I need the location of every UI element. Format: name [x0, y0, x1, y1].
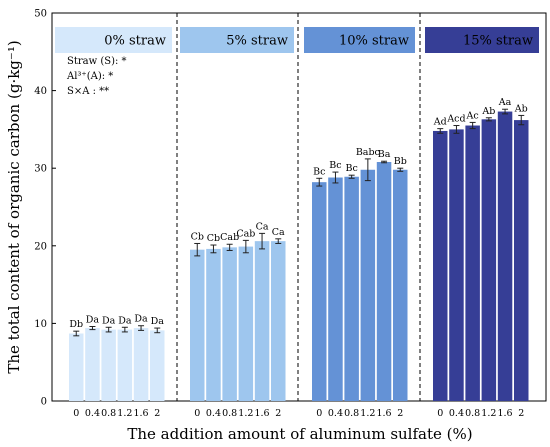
data-label-s2-c3: Babc — [356, 147, 380, 158]
x-tick-label-s0-c3: 1.2 — [117, 408, 132, 419]
data-label-s0-c3: Da — [118, 315, 132, 326]
data-label-s2-c4: Ba — [378, 149, 391, 160]
legend-label-2: 10% straw — [339, 34, 409, 49]
y-tick-label-40: 40 — [34, 86, 47, 97]
data-label-s0-c0: Db — [69, 319, 83, 330]
bar-s1-c5 — [271, 241, 286, 401]
x-tick-label-s1-c4: 1.6 — [254, 408, 269, 419]
data-label-s0-c4: Da — [134, 314, 148, 325]
bar-s2-c2 — [344, 176, 359, 401]
bar-s2-c0 — [312, 182, 327, 401]
legend-swatch-2 — [304, 27, 415, 53]
y-tick-label-50: 50 — [34, 9, 47, 20]
bar-s3-c2 — [465, 125, 480, 402]
data-label-s3-c2: Ac — [466, 110, 479, 121]
x-tick-label-s3-c0: 0 — [437, 408, 443, 419]
data-label-s2-c1: Bc — [329, 160, 341, 171]
x-tick-label-s0-c5: 2 — [154, 408, 160, 419]
x-tick-label-s0-c0: 0 — [73, 408, 79, 419]
bar-s1-c3 — [238, 246, 254, 401]
x-tick-label-s0-c4: 1.6 — [133, 408, 148, 419]
bar-s3-c3 — [481, 119, 497, 401]
x-tick-label-s2-c5: 2 — [397, 408, 403, 419]
x-tick-label-s0-c1: 0.4 — [85, 408, 100, 419]
x-tick-label-s1-c5: 2 — [275, 408, 281, 419]
y-tick-label-30: 30 — [34, 164, 47, 175]
bar-s0-c0 — [69, 333, 84, 401]
bar-s2-c4 — [376, 161, 392, 401]
data-label-s1-c5: Ca — [272, 227, 285, 238]
bar-s1-c0 — [190, 249, 205, 401]
x-tick-label-s2-c3: 1.2 — [360, 408, 375, 419]
x-axis-title: The addition amount of aluminum sulfate … — [127, 425, 472, 443]
data-label-s1-c0: Cb — [191, 231, 204, 242]
plot-frame — [51, 12, 547, 402]
data-label-s3-c1: Acd — [446, 114, 465, 125]
data-label-s0-c1: Da — [86, 315, 100, 326]
data-label-s2-c2: Bc — [345, 163, 357, 174]
stats-block: Straw (S): * Al³⁺(A): * S×A : ** — [66, 56, 127, 97]
bar-s2-c3 — [360, 169, 376, 401]
bar-s3-c5 — [514, 120, 529, 401]
data-label-s0-c2: Da — [102, 315, 116, 326]
legend-swatch-1 — [180, 27, 294, 53]
y-axis-title: The total content of organic carbon (g·k… — [5, 40, 23, 373]
bar-s0-c3 — [117, 329, 133, 401]
data-label-s1-c3: Cab — [236, 228, 255, 239]
x-tick-label-s2-c0: 0 — [316, 408, 322, 419]
data-label-s1-c4: Ca — [256, 221, 269, 232]
legend-label-3: 15% straw — [463, 34, 533, 49]
data-label-s0-c5: Da — [151, 316, 165, 327]
stat-line-straw: Straw (S): * — [67, 56, 127, 67]
data-label-s3-c5: Ab — [514, 103, 528, 114]
legend-label-0: 0% straw — [104, 34, 166, 49]
x-tick-label-s2-c2: 0.8 — [344, 408, 359, 419]
bar-s1-c1 — [206, 248, 221, 401]
stat-line-interaction: S×A : ** — [67, 86, 109, 97]
y-tick-label-0: 0 — [41, 397, 47, 408]
x-tick-label-s3-c5: 2 — [518, 408, 524, 419]
stat-line-al: Al³⁺(A): * — [66, 71, 113, 82]
bar-s3-c4 — [497, 111, 513, 401]
y-tick-label-20: 20 — [34, 241, 47, 252]
x-tick-label-s3-c3: 1.2 — [481, 408, 496, 419]
x-tick-label-s0-c2: 0.8 — [101, 408, 116, 419]
bar-s0-c5 — [150, 330, 165, 401]
data-label-s2-c5: Bb — [394, 156, 407, 167]
bar-s3-c1 — [449, 129, 464, 401]
legend-label-1: 5% straw — [226, 34, 288, 49]
x-tick-label-s1-c2: 0.8 — [222, 408, 237, 419]
bar-s1-c4 — [254, 241, 270, 401]
data-label-s2-c0: Bc — [313, 166, 325, 177]
data-label-s1-c1: Cb — [207, 233, 220, 244]
data-label-s3-c3: Ab — [481, 106, 495, 117]
bar-s0-c2 — [101, 329, 116, 401]
data-label-s1-c2: Cab — [220, 232, 239, 243]
bar-s2-c1 — [328, 177, 343, 401]
legend-swatch-3 — [425, 27, 539, 53]
data-label-s3-c0: Ad — [433, 117, 447, 128]
x-tick-label-s3-c2: 0.8 — [465, 408, 480, 419]
x-tick-label-s3-c4: 1.6 — [497, 408, 512, 419]
x-tick-label-s1-c3: 1.2 — [238, 408, 253, 419]
x-tick-label-s2-c4: 1.6 — [376, 408, 391, 419]
bar-s1-c2 — [222, 247, 237, 401]
x-tick-label-s1-c0: 0 — [194, 408, 200, 419]
bar-s0-c4 — [133, 328, 149, 401]
x-tick-label-s1-c1: 0.4 — [206, 408, 221, 419]
y-tick-label-10: 10 — [34, 319, 47, 330]
x-tick-label-s3-c1: 0.4 — [449, 408, 464, 419]
bar-s3-c0 — [433, 130, 448, 401]
bar-s2-c5 — [393, 169, 408, 401]
chart-marks: 01020304050Db0Da0.4Da0.8Da1.2Da1.6Da20% … — [34, 9, 539, 419]
bar-s0-c1 — [85, 328, 100, 401]
x-tick-label-s2-c1: 0.4 — [328, 408, 343, 419]
data-label-s3-c4: Aa — [498, 97, 512, 108]
legend-swatch-0 — [55, 27, 172, 53]
